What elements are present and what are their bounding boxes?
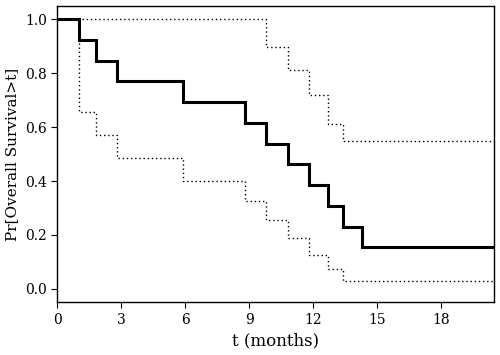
X-axis label: t (months): t (months) [232, 332, 320, 349]
Y-axis label: Pr[Overall Survival>t]: Pr[Overall Survival>t] [6, 67, 20, 241]
